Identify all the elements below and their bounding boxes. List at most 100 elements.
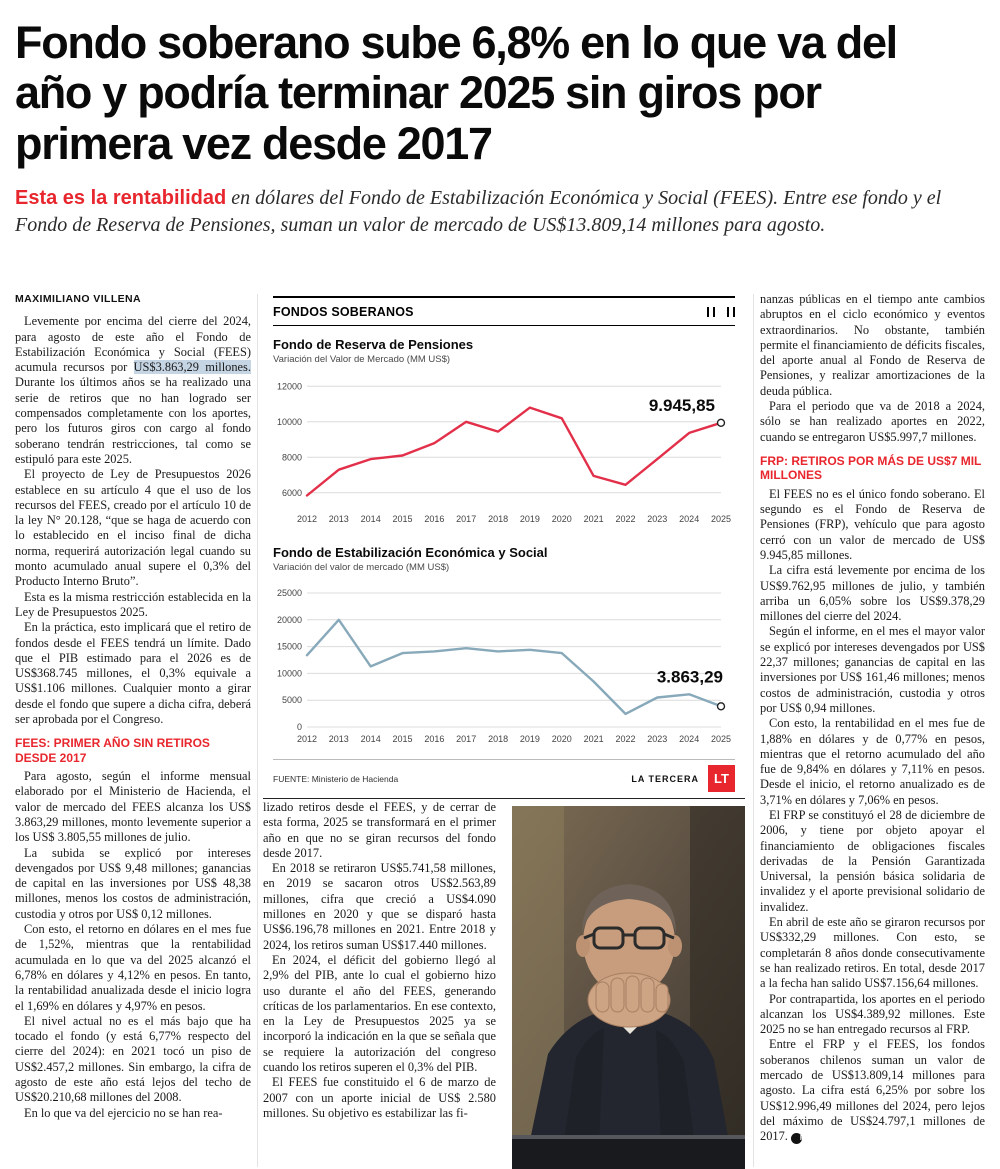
svg-text:2015: 2015 <box>392 514 412 524</box>
svg-text:3.863,29: 3.863,29 <box>657 667 723 686</box>
svg-text:2023: 2023 <box>647 734 667 744</box>
paragraph-text: Durante los últimos años se ha realizado… <box>15 375 251 466</box>
chart-panel-header: FONDOS SOBERANOS <box>273 296 735 326</box>
paragraph: Según el informe, en el mes el mayor val… <box>760 624 985 715</box>
svg-text:2016: 2016 <box>424 734 444 744</box>
article-photo <box>512 806 745 1169</box>
svg-text:2016: 2016 <box>424 514 444 524</box>
paragraph: El nivel actual no es el más bajo que ha… <box>15 1013 251 1105</box>
paragraph: Levemente por encima del cierre del 2024… <box>15 314 251 467</box>
photo-man-glasses-illustration <box>512 806 745 1169</box>
frp-chart-title: Fondo de Reserva de Pensiones <box>273 337 474 352</box>
paragraph: Para agosto, según el informe mensual el… <box>15 769 251 845</box>
paragraph-text: Entre el FRP y el FEES, los fondos sober… <box>760 1037 985 1144</box>
section-subhead-fees: FEES: PRIMER AÑO SIN RETIROS DESDE 2017 <box>15 736 210 765</box>
svg-text:2014: 2014 <box>361 514 381 524</box>
paragraph: En 2024, el déficit del gobierno llegó a… <box>263 952 496 1075</box>
svg-text:2013: 2013 <box>329 734 349 744</box>
sovereign-funds-chart-panel: FONDOS SOBERANOS Fondo de Reserva de Pen… <box>263 296 745 799</box>
svg-text:2015: 2015 <box>392 734 412 744</box>
chart-panel-footer: FUENTE: Ministerio de Hacienda LA TERCER… <box>273 759 735 792</box>
fees-line-chart: 0 5000 10000 15000 20000 25000 2012 2013 2014 201… <box>277 588 731 744</box>
fees-chart-subtitle: Variación del valor de mercado (MM US$) <box>273 562 450 573</box>
column-rule <box>753 294 754 1167</box>
paragraph: Para el periodo que va de 2018 a 2024, s… <box>760 399 985 444</box>
highlighted-figure: US$3.863,29 millones. <box>133 360 251 375</box>
end-of-article-mark: P <box>790 1133 805 1145</box>
svg-text:2024: 2024 <box>679 734 699 744</box>
svg-text:2020: 2020 <box>552 734 572 744</box>
chart-panel-title: FONDOS SOBERANOS <box>273 305 414 319</box>
svg-text:2025: 2025 <box>711 514 731 524</box>
svg-text:2024: 2024 <box>679 514 699 524</box>
chart-source: FUENTE: Ministerio de Hacienda <box>273 773 399 784</box>
svg-text:6000: 6000 <box>282 488 302 498</box>
svg-text:2013: 2013 <box>329 514 349 524</box>
svg-text:2019: 2019 <box>520 514 540 524</box>
svg-text:15000: 15000 <box>277 642 302 652</box>
frp-chart-block: Fondo de Reserva de Pensiones Variación … <box>273 337 735 534</box>
svg-text:9.945,85: 9.945,85 <box>649 396 715 415</box>
svg-text:2022: 2022 <box>615 514 635 524</box>
svg-text:2022: 2022 <box>615 734 635 744</box>
lead-paragraph: Esta es la rentabilidad en dólares del F… <box>15 185 983 239</box>
svg-text:2023: 2023 <box>647 514 667 524</box>
svg-text:12000: 12000 <box>277 381 302 391</box>
svg-text:2014: 2014 <box>361 734 381 744</box>
column-rule <box>257 294 258 1167</box>
newspaper-credit: LA TERCERA <box>631 773 699 784</box>
paragraph: La cifra está levemente por encima de lo… <box>760 563 985 624</box>
paragraph: El FRP se constituyó el 28 de diciembre … <box>760 807 985 914</box>
frp-line-chart: 6000 8000 10000 12000 2012 2013 2014 2015 2016 20… <box>277 381 731 524</box>
svg-text:25000: 25000 <box>277 588 302 598</box>
paragraph: En abril de este año se giraron recursos… <box>760 915 985 991</box>
column-left: MAXIMILIANO VILLENA Levemente por encima… <box>15 292 251 1169</box>
paragraph: nanzas públicas en el tiempo ante cambio… <box>760 292 985 398</box>
paragraph: Esta es la misma restricción establecida… <box>15 589 251 619</box>
paragraph: Con esto, el retorno en dólares en el me… <box>15 922 251 1013</box>
svg-text:2020: 2020 <box>552 514 572 524</box>
paragraph: El FEES fue constituido el 6 de marzo de… <box>263 1075 496 1120</box>
byline: MAXIMILIANO VILLENA <box>15 293 142 305</box>
svg-text:2012: 2012 <box>297 734 317 744</box>
svg-text:5000: 5000 <box>282 695 302 705</box>
fees-chart-block: Fondo de Estabilización Económica y Soci… <box>273 545 735 754</box>
paragraph: La subida se explicó por intereses deven… <box>15 845 251 921</box>
la-tercera-logo: LT <box>708 765 735 792</box>
paragraph: El FEES no es el único fondo soberano. E… <box>760 486 985 562</box>
paragraph: Con esto, la rentabilidad en el mes fue … <box>760 716 985 807</box>
svg-text:10000: 10000 <box>277 668 302 678</box>
svg-text:2018: 2018 <box>488 514 508 524</box>
paragraph: En la práctica, esto implicará que el re… <box>15 620 251 727</box>
svg-text:0: 0 <box>297 722 302 732</box>
svg-text:2025: 2025 <box>711 734 731 744</box>
paragraph: En 2018 se retiraron US$5.741,58 millone… <box>263 861 496 952</box>
headline: Fondo soberano sube 6,8% en lo que va de… <box>15 17 898 169</box>
svg-text:10000: 10000 <box>277 417 302 427</box>
fees-chart-title: Fondo de Estabilización Económica y Soci… <box>273 545 548 560</box>
paragraph: El proyecto de Ley de Presupuestos 2026 … <box>15 467 251 589</box>
paragraph-text: Levemente por encima del cierre del 2024… <box>15 314 251 375</box>
paragraph: Entre el FRP y el FEES, los fondos sober… <box>760 1037 985 1145</box>
lead-kicker: Esta es la rentabilidad <box>15 187 227 210</box>
column-right: nanzas públicas en el tiempo ante cambio… <box>760 292 985 1169</box>
column-middle: lizado retiros desde el FEES, y de cerra… <box>263 800 496 1169</box>
paragraph: En lo que va del ejercicio no se han rea… <box>24 1105 223 1120</box>
paragraph: lizado retiros desde el FEES, y de cerra… <box>263 800 496 860</box>
svg-text:2021: 2021 <box>584 734 604 744</box>
svg-text:20000: 20000 <box>277 615 302 625</box>
svg-text:8000: 8000 <box>282 452 302 462</box>
measure-ticks <box>707 307 735 317</box>
article-body: MAXIMILIANO VILLENA Levemente por encima… <box>15 292 985 1169</box>
svg-text:2017: 2017 <box>456 734 476 744</box>
svg-text:2019: 2019 <box>520 734 540 744</box>
section-subhead-frp: FRP: RETIROS POR MÁS DE US$7 MIL MILLONE… <box>760 453 982 483</box>
svg-text:2021: 2021 <box>584 514 604 524</box>
frp-chart-subtitle: Variación del Valor de Mercado (MM US$) <box>273 354 451 365</box>
svg-text:2017: 2017 <box>456 514 476 524</box>
svg-text:2018: 2018 <box>488 734 508 744</box>
paragraph: Por contrapartida, los aportes en el per… <box>760 991 985 1037</box>
svg-text:2012: 2012 <box>297 514 317 524</box>
credit-group: LA TERCERA LT <box>631 765 735 792</box>
